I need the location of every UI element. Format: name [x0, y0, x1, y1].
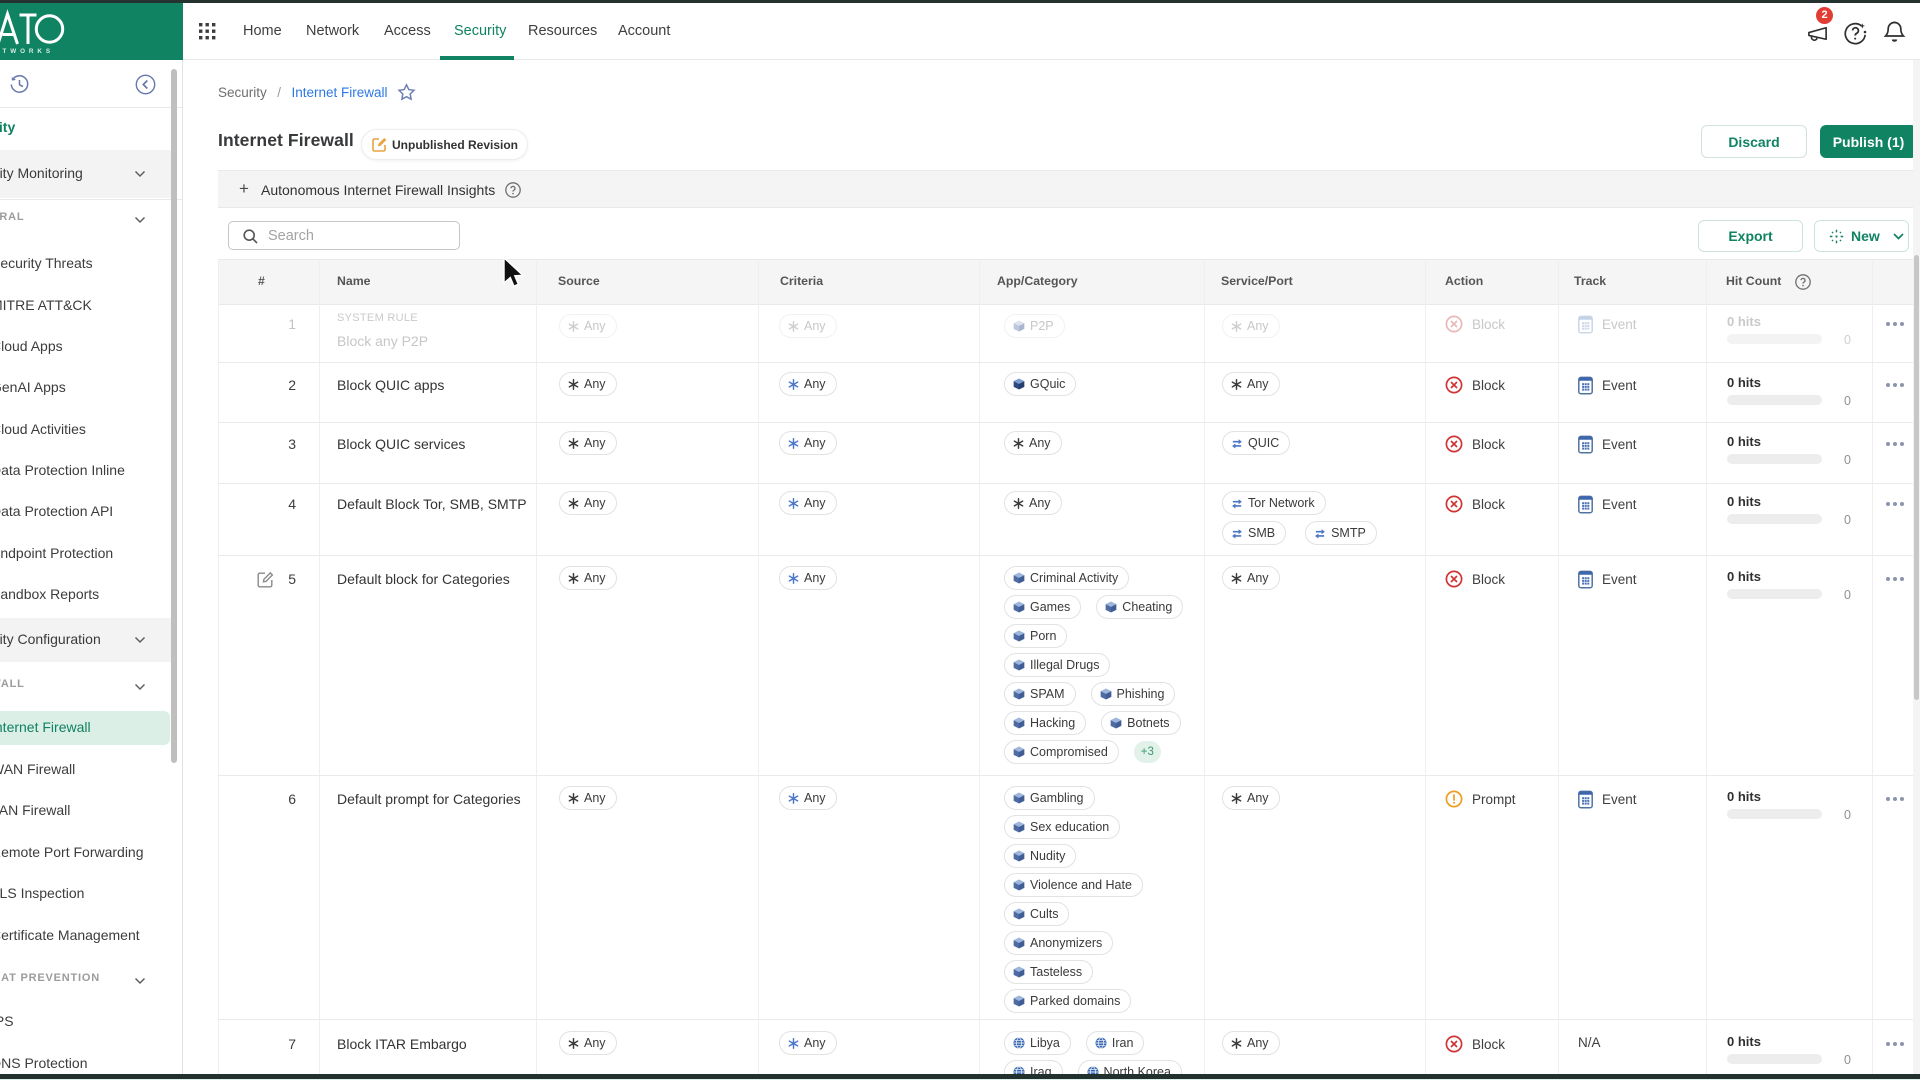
svg-text:NETWORKS: NETWORKS: [0, 48, 54, 55]
